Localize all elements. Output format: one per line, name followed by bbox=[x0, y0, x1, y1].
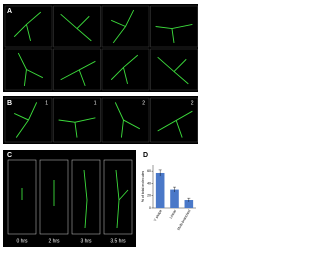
filament bbox=[114, 102, 141, 138]
y-tick-label: 60 bbox=[147, 169, 151, 173]
time-label: 2 hrs bbox=[48, 238, 60, 244]
micrograph bbox=[4, 48, 53, 91]
filament bbox=[13, 11, 42, 41]
filament bbox=[14, 102, 38, 138]
micrograph bbox=[71, 159, 101, 235]
micrograph bbox=[53, 48, 101, 91]
micrograph bbox=[150, 97, 198, 143]
panel-letter: A bbox=[7, 8, 12, 15]
error-bar bbox=[158, 169, 162, 177]
micrograph bbox=[4, 5, 53, 48]
micrograph bbox=[101, 48, 150, 91]
y-tick-label: 40 bbox=[147, 181, 151, 185]
micrograph bbox=[53, 5, 101, 48]
time-label: 0 hrs bbox=[16, 238, 28, 244]
micrograph bbox=[150, 48, 198, 91]
filament bbox=[83, 169, 88, 229]
filament bbox=[155, 23, 193, 43]
micrograph bbox=[103, 159, 133, 235]
time-label: 3 hrs bbox=[80, 238, 92, 244]
x-tick-label: Linear bbox=[169, 208, 178, 219]
page: A 1 1 2 2 B 0 hrs 2 hrs 3 hrs 3.5 hrs C D % of total… bbox=[3, 4, 198, 247]
filament bbox=[157, 110, 193, 138]
b-label: 2 bbox=[191, 100, 194, 106]
x-tick-label: Multi-branched bbox=[176, 209, 191, 231]
filament bbox=[115, 169, 129, 229]
error-bar bbox=[187, 197, 191, 202]
bar bbox=[184, 200, 194, 208]
filament bbox=[60, 60, 96, 87]
bar bbox=[170, 189, 179, 208]
panel-letter: D bbox=[143, 152, 148, 159]
x-tick-label: Y shape bbox=[153, 209, 163, 222]
filament bbox=[157, 56, 189, 85]
time-label: 3.5 hrs bbox=[110, 238, 126, 244]
filament bbox=[60, 13, 92, 42]
micrograph bbox=[101, 97, 150, 143]
b-label: 2 bbox=[142, 100, 145, 106]
figure: A 1 1 2 2 B 0 hrs 2 hrs 3 hrs 3.5 hrs C D % of total… bbox=[3, 4, 198, 247]
error-bar bbox=[173, 186, 176, 193]
y-axis-label: % of total molecules bbox=[141, 171, 145, 203]
panel-letter: B bbox=[7, 100, 12, 107]
y-tick-label: 20 bbox=[147, 194, 151, 198]
filament bbox=[58, 117, 96, 138]
filament bbox=[110, 54, 139, 84]
filament bbox=[17, 52, 44, 86]
filament bbox=[111, 9, 135, 44]
panel-letter: C bbox=[7, 152, 12, 159]
y-tick-label: 0 bbox=[149, 206, 151, 210]
b-label: 1 bbox=[94, 100, 97, 106]
bar bbox=[155, 172, 165, 208]
b-label: 1 bbox=[45, 100, 48, 106]
